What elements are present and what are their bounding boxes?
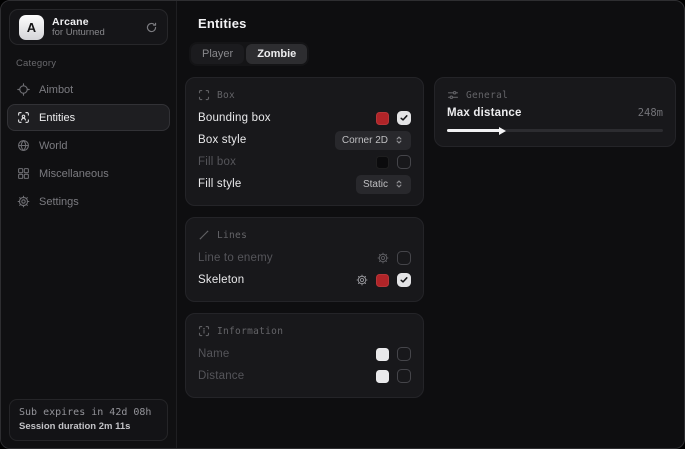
info-scan-icon xyxy=(198,325,210,337)
sidebar-item-miscellaneous[interactable]: Miscellaneous xyxy=(7,160,170,187)
setting-label: Line to enemy xyxy=(198,252,273,264)
sidebar: A Arcane for Unturned Category Aimbot xyxy=(1,1,177,448)
checkbox-fill-box[interactable] xyxy=(397,155,411,169)
main-panel: Entities Player Zombie xyxy=(177,1,684,448)
tab-label: Player xyxy=(202,48,233,60)
setting-row: Fill style Static xyxy=(198,173,411,195)
sidebar-item-world[interactable]: World xyxy=(7,132,170,159)
sidebar-item-label: Miscellaneous xyxy=(39,168,109,180)
app-logo: A xyxy=(19,15,44,40)
max-distance-slider[interactable] xyxy=(447,125,663,136)
setting-label: Name xyxy=(198,348,229,360)
fill-style-dropdown[interactable]: Static xyxy=(356,175,411,194)
setting-row: Skeleton xyxy=(198,269,411,291)
slider-label: Max distance xyxy=(447,107,522,119)
page-title: Entities xyxy=(198,16,676,31)
setting-row: Bounding box xyxy=(198,107,411,129)
tab-label: Zombie xyxy=(257,48,296,60)
box-style-dropdown[interactable]: Corner 2D xyxy=(335,131,411,150)
color-swatch[interactable] xyxy=(376,112,389,125)
setting-label: Distance xyxy=(198,370,244,382)
sidebar-item-entities[interactable]: Entities xyxy=(7,104,170,131)
lines-card: Lines Line to enemy xyxy=(185,217,424,302)
sliders-icon xyxy=(447,89,459,101)
app-subtitle: for Unturned xyxy=(52,28,137,39)
tab-player[interactable]: Player xyxy=(191,44,244,64)
color-swatch[interactable] xyxy=(376,370,389,383)
sidebar-item-label: World xyxy=(39,140,68,152)
checkbox-skeleton[interactable] xyxy=(397,273,411,287)
row-settings-gear-icon[interactable] xyxy=(356,274,368,286)
sidebar-item-label: Settings xyxy=(39,196,79,208)
sub-expiry-text: Sub expires in 42d 08h xyxy=(19,407,158,418)
slider-thumb[interactable] xyxy=(499,127,506,135)
setting-row: Name xyxy=(198,343,411,365)
setting-row: Fill box xyxy=(198,151,411,173)
setting-label: Box style xyxy=(198,134,246,146)
card-title: General xyxy=(466,90,508,101)
slider-value: 248m xyxy=(638,107,663,119)
subscription-status-card: Sub expires in 42d 08h Session duration … xyxy=(9,399,168,441)
sync-icon[interactable] xyxy=(145,21,158,34)
color-swatch[interactable] xyxy=(376,348,389,361)
box-card: Box Bounding box Box style xyxy=(185,77,424,206)
diagonal-line-icon xyxy=(198,229,210,241)
app-name: Arcane xyxy=(52,16,137,28)
app-window: A Arcane for Unturned Category Aimbot xyxy=(0,0,685,449)
checkbox-bounding-box[interactable] xyxy=(397,111,411,125)
grid-icon xyxy=(17,167,30,180)
session-duration-text: Session duration 2m 11s xyxy=(19,421,158,432)
checkbox-distance[interactable] xyxy=(397,369,411,383)
slider-fill xyxy=(447,129,503,132)
tab-bar: Player Zombie xyxy=(189,42,309,66)
color-swatch[interactable] xyxy=(376,274,389,287)
card-title: Information xyxy=(217,326,283,337)
color-swatch[interactable] xyxy=(376,156,389,169)
globe-icon xyxy=(17,139,30,152)
setting-label: Bounding box xyxy=(198,112,271,124)
setting-label: Fill style xyxy=(198,178,242,190)
card-title: Lines xyxy=(217,230,247,241)
crosshair-icon xyxy=(17,83,30,96)
dropdown-value: Corner 2D xyxy=(342,135,388,146)
tab-zombie[interactable]: Zombie xyxy=(246,44,307,64)
entity-scan-icon xyxy=(17,111,30,124)
checkbox-name[interactable] xyxy=(397,347,411,361)
general-card: General Max distance 248m xyxy=(434,77,676,147)
dropdown-value: Static xyxy=(363,179,388,190)
setting-row: Box style Corner 2D xyxy=(198,129,411,151)
sidebar-item-label: Aimbot xyxy=(39,84,73,96)
app-header-card: A Arcane for Unturned xyxy=(9,9,168,45)
gear-icon xyxy=(17,195,30,208)
sidebar-item-aimbot[interactable]: Aimbot xyxy=(7,76,170,103)
setting-label: Skeleton xyxy=(198,274,244,286)
slider-row: Max distance 248m xyxy=(447,107,663,119)
sidebar-item-settings[interactable]: Settings xyxy=(7,188,170,215)
card-title: Box xyxy=(217,90,235,101)
information-card: Information Name Distance xyxy=(185,313,424,398)
setting-row: Distance xyxy=(198,365,411,387)
setting-row: Line to enemy xyxy=(198,247,411,269)
chevrons-up-down-icon xyxy=(394,179,404,189)
box-corners-icon xyxy=(198,89,210,101)
checkbox-line-to-enemy[interactable] xyxy=(397,251,411,265)
setting-label: Fill box xyxy=(198,156,236,168)
sidebar-item-label: Entities xyxy=(39,112,75,124)
chevrons-up-down-icon xyxy=(394,135,404,145)
category-label: Category xyxy=(16,58,176,69)
row-settings-gear-icon[interactable] xyxy=(377,252,389,264)
